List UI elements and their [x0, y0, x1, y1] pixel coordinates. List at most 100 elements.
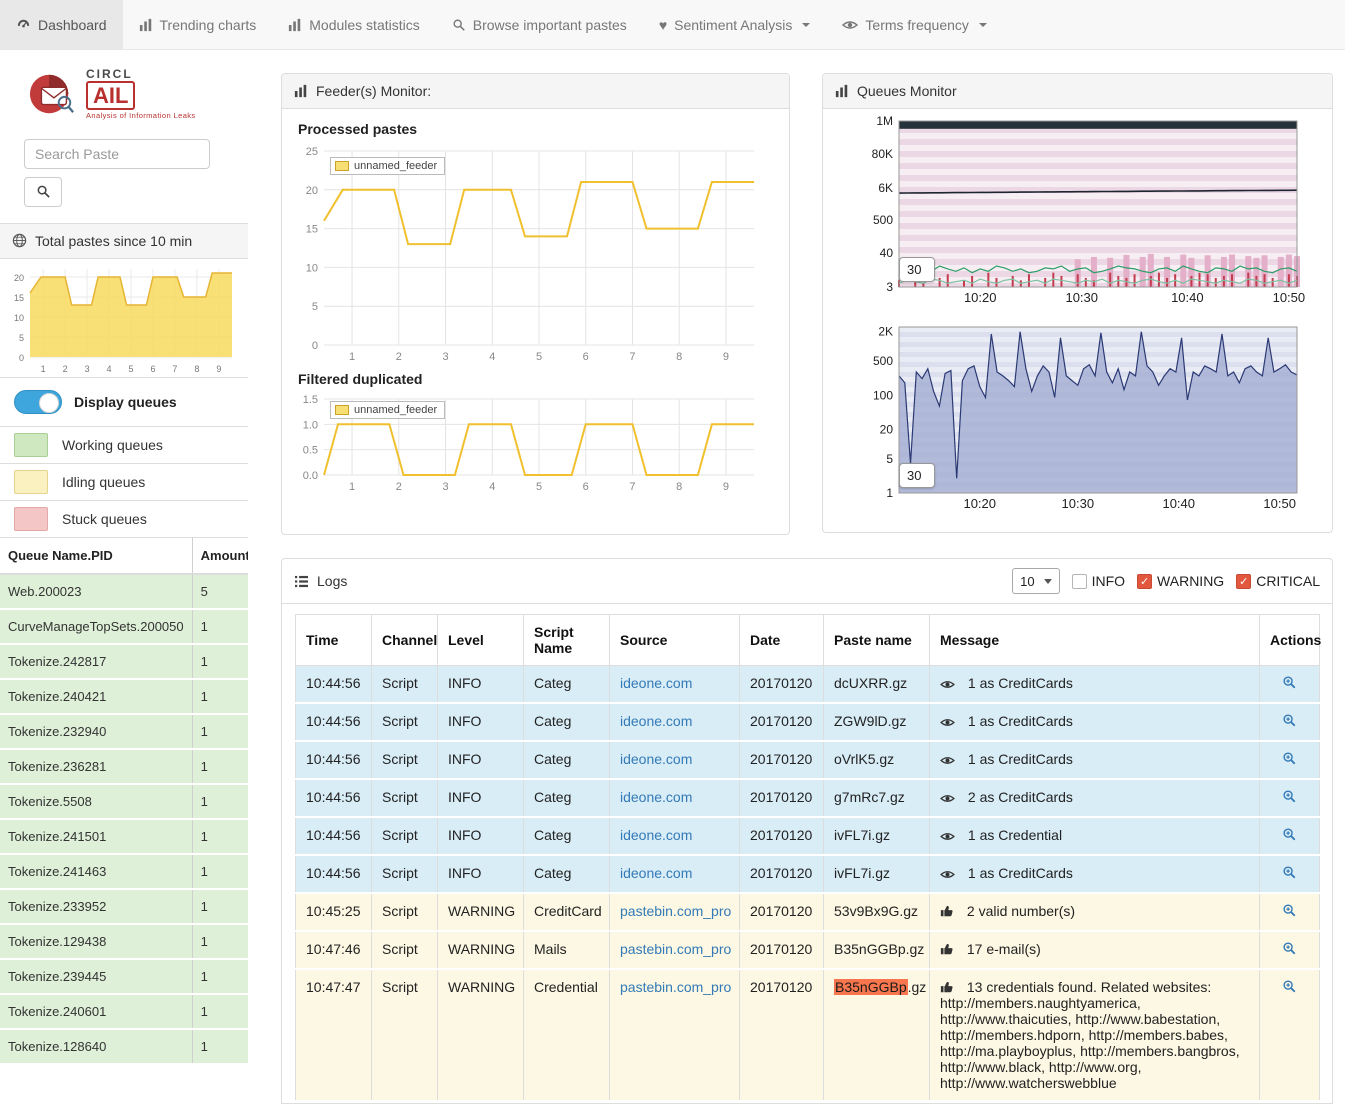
log-channel: Script	[372, 931, 438, 969]
log-channel: Script	[372, 741, 438, 779]
page-size-value: 10	[1020, 574, 1034, 589]
log-level-filter[interactable]: INFO	[1072, 573, 1125, 589]
queue-name: Tokenize.241501	[0, 819, 192, 854]
svg-text:6K: 6K	[878, 181, 893, 195]
log-message: 1 as CreditCards	[930, 703, 1260, 741]
nav-browse-pastes[interactable]: Browse important pastes	[436, 0, 643, 49]
queue-name: Tokenize.240421	[0, 679, 192, 714]
zoom-in-icon[interactable]	[1282, 903, 1297, 921]
total-pastes-panel: Total pastes since 10 min 20151050123456…	[0, 223, 248, 378]
logs-controls: 10 INFO WARNING	[1012, 568, 1320, 594]
interval-input[interactable]	[899, 463, 935, 488]
svg-text:20: 20	[880, 422, 894, 436]
brand-ail: AIL	[86, 81, 135, 110]
nav-dashboard[interactable]: Dashboard	[0, 0, 123, 49]
queue-row: Tokenize.128640 1	[0, 1029, 248, 1064]
queue-name: Tokenize.239445	[0, 959, 192, 994]
log-paste-name: dcUXRR.gz	[824, 666, 930, 704]
svg-text:10:30: 10:30	[1062, 496, 1095, 511]
logs-column-header: Script Name	[524, 615, 610, 666]
zoom-in-icon[interactable]	[1282, 865, 1297, 883]
nav-sentiment-analysis[interactable]: ♥ Sentiment Analysis	[643, 0, 827, 49]
log-time: 10:47:47	[296, 969, 372, 1101]
search-input[interactable]	[24, 139, 210, 169]
page-size-select[interactable]: 10	[1012, 568, 1059, 594]
zoom-in-icon[interactable]	[1282, 675, 1297, 693]
source-link[interactable]: ideone.com	[620, 675, 692, 691]
log-row: 10:44:56 Script INFO Categ ideone.com 20…	[296, 817, 1320, 855]
zoom-in-icon[interactable]	[1282, 827, 1297, 845]
svg-text:6: 6	[583, 481, 589, 493]
log-message: 1 as CreditCards	[930, 741, 1260, 779]
svg-text:10:20: 10:20	[964, 290, 997, 305]
log-level-filter[interactable]: WARNING	[1137, 573, 1224, 589]
source-link[interactable]: ideone.com	[620, 827, 692, 843]
log-script: Categ	[524, 666, 610, 704]
zoom-in-icon[interactable]	[1282, 941, 1297, 959]
source-link[interactable]: ideone.com	[620, 751, 692, 767]
log-date: 20170120	[740, 817, 824, 855]
legend-swatch	[14, 507, 48, 531]
zoom-in-icon[interactable]	[1282, 751, 1297, 769]
svg-text:5: 5	[128, 364, 133, 374]
log-row: 10:47:46 Script WARNING Mails pastebin.c…	[296, 931, 1320, 969]
log-source: ideone.com	[610, 703, 740, 741]
nav-label: Dashboard	[38, 17, 107, 33]
legend-swatch	[14, 433, 48, 457]
log-message: 13 credentials found. Related websites: …	[930, 969, 1260, 1101]
feeder-monitor-title: Feeder(s) Monitor:	[316, 83, 431, 99]
queue-name: Tokenize.128640	[0, 1029, 192, 1064]
source-link[interactable]: pastebin.com_pro	[620, 979, 731, 995]
svg-text:10:50: 10:50	[1273, 290, 1306, 305]
search-button[interactable]	[24, 177, 62, 207]
log-paste-name: oVrlK5.gz	[824, 741, 930, 779]
nav-trending-charts[interactable]: Trending charts	[123, 0, 273, 49]
queue-row: Tokenize.240421 1	[0, 679, 248, 714]
log-source: pastebin.com_pro	[610, 969, 740, 1101]
legend-swatch	[335, 161, 349, 171]
checkbox-icon[interactable]	[1236, 574, 1251, 589]
queue-row: Tokenize.232940 1	[0, 714, 248, 749]
filter-label: INFO	[1092, 573, 1125, 589]
log-paste-name: ivFL7i.gz	[824, 855, 930, 893]
source-link[interactable]: pastebin.com_pro	[620, 903, 731, 919]
queue-row: Tokenize.241501 1	[0, 819, 248, 854]
brand-subtitle: Analysis of Information Leaks	[86, 112, 196, 120]
log-row: 10:44:56 Script INFO Categ ideone.com 20…	[296, 703, 1320, 741]
svg-text:2K: 2K	[878, 325, 893, 339]
queue-name: Tokenize.5508	[0, 784, 192, 819]
log-actions	[1260, 703, 1320, 741]
log-time: 10:44:56	[296, 855, 372, 893]
log-script: CreditCard	[524, 893, 610, 931]
source-link[interactable]: ideone.com	[620, 713, 692, 729]
eye-icon	[940, 717, 955, 728]
display-queues-toggle[interactable]	[14, 390, 62, 414]
queue-name: Tokenize.232940	[0, 714, 192, 749]
checkbox-icon[interactable]	[1072, 574, 1087, 589]
queue-table-header: Queue Name.PID Amount	[0, 537, 248, 574]
checkbox-icon[interactable]	[1137, 574, 1152, 589]
log-paste-name: ivFL7i.gz	[824, 817, 930, 855]
zoom-in-icon[interactable]	[1282, 713, 1297, 731]
zoom-in-icon[interactable]	[1282, 789, 1297, 807]
nav-label: Browse important pastes	[473, 17, 627, 33]
svg-text:4: 4	[489, 351, 495, 363]
source-link[interactable]: ideone.com	[620, 789, 692, 805]
total-pastes-chart: 20151050123456789	[6, 263, 240, 375]
svg-text:500: 500	[873, 213, 893, 227]
queue-amount: 5	[192, 574, 248, 609]
interval-input[interactable]	[899, 257, 935, 282]
nav-modules-statistics[interactable]: Modules statistics	[272, 0, 435, 49]
source-link[interactable]: pastebin.com_pro	[620, 941, 731, 957]
logs-table-header: TimeChannelLevelScript NameSourceDatePas…	[296, 615, 1320, 666]
total-pastes-heading: Total pastes since 10 min	[0, 224, 248, 259]
log-level-filter[interactable]: CRITICAL	[1236, 573, 1320, 589]
queue-row: Tokenize.240601 1	[0, 994, 248, 1029]
queue-amount: 1	[192, 609, 248, 644]
eye-icon	[842, 19, 858, 31]
log-level: WARNING	[438, 893, 524, 931]
zoom-in-icon[interactable]	[1282, 979, 1297, 997]
nav-terms-frequency[interactable]: Terms frequency	[826, 0, 1002, 49]
source-link[interactable]: ideone.com	[620, 865, 692, 881]
bar-chart-icon	[835, 84, 849, 98]
